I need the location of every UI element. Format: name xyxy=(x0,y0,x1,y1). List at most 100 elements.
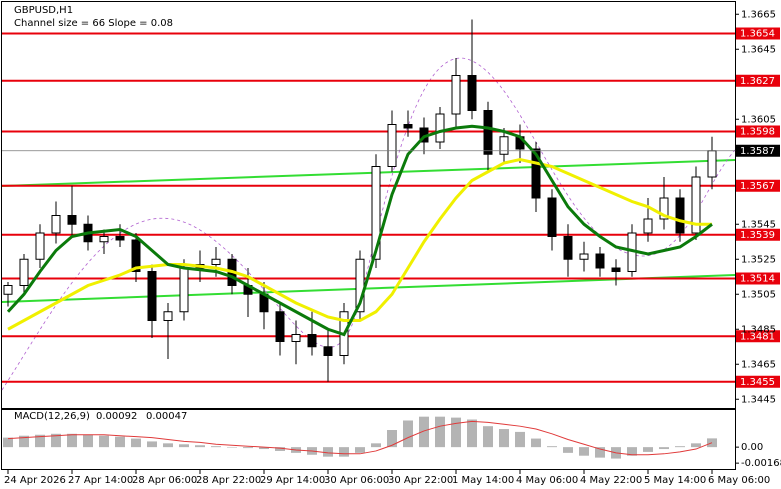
x-tick-label: 5 May 14:00 xyxy=(644,475,706,486)
macd-bar xyxy=(403,420,413,448)
channel-upper xyxy=(1,159,736,187)
macd-bar xyxy=(51,433,61,448)
x-tick-label: 28 Apr 22:00 xyxy=(196,475,261,486)
candle-body xyxy=(675,197,685,234)
macd-bar xyxy=(179,444,189,448)
candle-body xyxy=(19,258,29,286)
macd-bar xyxy=(627,447,637,456)
chart-title: GBPUSD,H1 xyxy=(14,5,73,16)
level-tag xyxy=(736,272,780,285)
macd-bar xyxy=(419,416,429,448)
main-panel xyxy=(1,1,736,409)
candle-body xyxy=(595,253,605,269)
candle-body xyxy=(163,311,173,321)
level-tag xyxy=(736,330,780,343)
candle-body xyxy=(67,215,77,225)
moving-average xyxy=(7,157,712,331)
x-tick-label: 24 Apr 2026 xyxy=(4,475,66,486)
candle-body xyxy=(291,334,301,342)
macd-bar xyxy=(595,447,605,458)
x-tick-label: 28 Apr 06:00 xyxy=(132,475,197,486)
level-label: 1.3654 xyxy=(740,29,775,40)
chart-subtitle: Channel size = 66 Slope = 0.08 xyxy=(14,18,173,29)
macd-bar xyxy=(339,447,349,457)
macd-bar xyxy=(659,447,669,450)
y-tick-label: 1.3605 xyxy=(741,114,776,125)
macd-bar xyxy=(675,446,685,448)
y-tick-label: 1.3525 xyxy=(741,254,776,265)
macd-bar xyxy=(323,447,333,457)
candle-body xyxy=(403,124,413,129)
macd-bar xyxy=(147,441,157,448)
macd-bar xyxy=(563,447,573,453)
macd-bar xyxy=(547,446,557,448)
envelope xyxy=(1,57,736,391)
y-tick-label: 1.3445 xyxy=(741,394,776,405)
level-tag xyxy=(736,125,780,138)
level-label: 1.3514 xyxy=(740,274,775,285)
candle-body xyxy=(531,148,541,199)
candle-body xyxy=(307,334,317,348)
macd-title: MACD(12,26,9) xyxy=(14,411,90,422)
macd-bar xyxy=(99,435,109,448)
candle-body xyxy=(547,197,557,237)
candle-body xyxy=(131,239,141,272)
macd-bar xyxy=(163,443,173,448)
macd-bar xyxy=(387,430,397,448)
macd-value: 0.00092 xyxy=(96,411,137,422)
macd-bar xyxy=(691,443,701,448)
level-tag xyxy=(736,27,780,40)
macd-bar xyxy=(83,434,93,448)
macd-bar xyxy=(67,433,77,448)
macd-bar xyxy=(531,438,541,448)
x-tick-label: 1 May 14:00 xyxy=(452,475,514,486)
macd-bar xyxy=(195,445,205,448)
macd-bar xyxy=(467,419,477,448)
macd-bar xyxy=(243,447,253,449)
macd-bar xyxy=(131,438,141,448)
candle-body xyxy=(211,258,221,265)
level-tag xyxy=(736,179,780,192)
macd-bar xyxy=(451,417,461,448)
moving-average xyxy=(6,124,713,337)
candle-body xyxy=(275,311,285,342)
signal-value: 0.00047 xyxy=(146,411,187,422)
x-tick-label: 29 Apr 14:00 xyxy=(260,475,325,486)
signal-line xyxy=(7,420,713,456)
macd-bar xyxy=(259,447,269,450)
x-tick-label: 30 Apr 06:00 xyxy=(324,475,389,486)
y-tick-label: 1.3465 xyxy=(741,359,776,370)
y-tick-label: 1.3485 xyxy=(741,324,776,335)
candle-body xyxy=(579,253,589,260)
macd-bar xyxy=(515,431,525,448)
macd-bar xyxy=(35,434,45,448)
candle-body xyxy=(643,218,653,234)
price-tag xyxy=(736,144,780,157)
y-tick-label: 0.00 xyxy=(741,442,763,453)
candle-body xyxy=(563,236,573,260)
candle-body xyxy=(499,136,509,155)
level-label: 1.3539 xyxy=(740,230,775,241)
candle-body xyxy=(371,166,381,260)
x-tick-label: 4 May 06:00 xyxy=(516,475,578,486)
level-tag xyxy=(736,228,780,241)
x-tick-label: 6 May 06:00 xyxy=(708,475,770,486)
candle-body xyxy=(115,236,125,241)
macd-bar xyxy=(115,436,125,448)
x-tick-label: 30 Apr 22:00 xyxy=(388,475,453,486)
y-tick-label: 1.3505 xyxy=(741,289,776,300)
candle-body xyxy=(35,232,45,260)
candle-body xyxy=(435,113,445,143)
macd-bar xyxy=(355,447,365,453)
macd-bar xyxy=(227,447,237,448)
level-label: 1.3481 xyxy=(740,331,775,342)
candle-body xyxy=(99,236,109,243)
macd-bar xyxy=(211,446,221,448)
candle-body xyxy=(387,124,397,167)
candle-body xyxy=(659,197,669,220)
x-tick-label: 4 May 22:00 xyxy=(580,475,642,486)
candle-body xyxy=(3,285,13,295)
macd-bar xyxy=(483,426,493,448)
macd-bar xyxy=(435,416,445,448)
